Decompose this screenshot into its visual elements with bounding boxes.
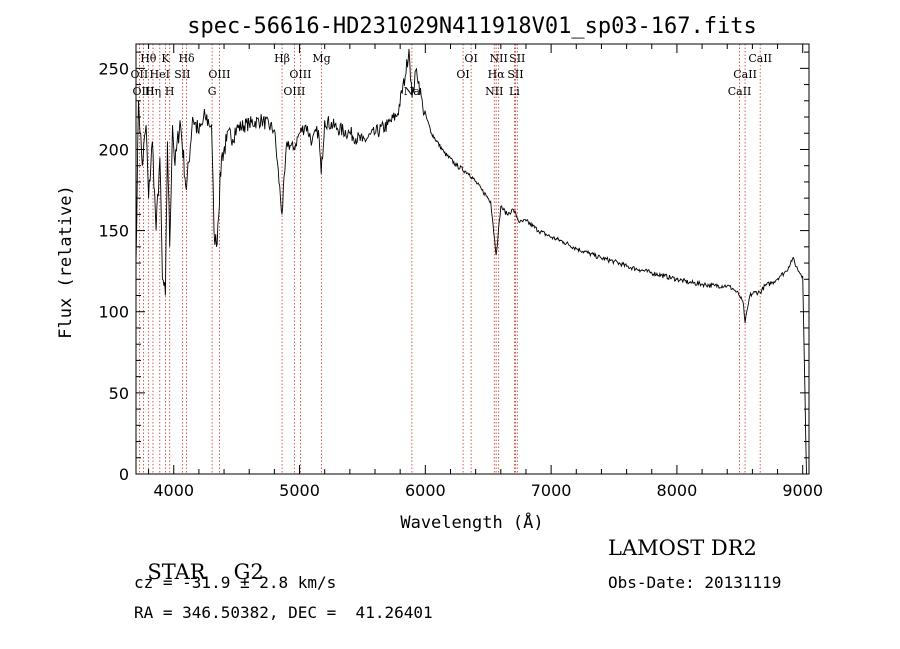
- x-tick-label: 9000: [782, 481, 823, 500]
- line-label: HeI: [150, 68, 170, 81]
- line-label: OIII: [208, 68, 230, 81]
- y-tick-label: 200: [98, 140, 129, 159]
- line-label: OIII: [283, 85, 305, 98]
- line-label: OIII: [289, 68, 311, 81]
- line-label: NII: [490, 52, 508, 65]
- line-label: Hη: [145, 85, 161, 98]
- survey-label: LAMOST DR2: [608, 536, 757, 560]
- spectral-subclass: G2: [233, 560, 264, 584]
- obs-date-text: Obs-Date: 20131119: [608, 573, 782, 592]
- line-label: Hθ: [140, 52, 157, 65]
- line-label: OI: [456, 68, 469, 81]
- axes: 4000 5000 6000 7000 8000 9000 0 50 100 150 200 250: [98, 43, 823, 500]
- line-label: OIII: [133, 85, 155, 98]
- line-label: CaII: [728, 85, 752, 98]
- y-tick-label: 100: [98, 303, 129, 322]
- line-label: Hδ: [178, 52, 195, 65]
- line-label: OII: [131, 68, 149, 81]
- y-axis-label: Flux (relative): [56, 185, 76, 339]
- x-axis-label: Wavelength (Å): [400, 511, 543, 533]
- line-label: G: [208, 85, 217, 98]
- line-label: Mg: [312, 52, 330, 65]
- line-label: NII: [485, 85, 503, 98]
- line-label: Hβ: [274, 52, 290, 65]
- line-label: SII: [509, 52, 525, 65]
- spectrum-line: [135, 48, 807, 475]
- line-label: OI: [464, 52, 477, 65]
- line-label: H: [165, 85, 175, 98]
- line-label: CaII: [733, 68, 757, 81]
- y-tick-label: 50: [109, 384, 129, 403]
- line-label: Hα: [488, 68, 506, 81]
- y-tick-label: 250: [98, 59, 129, 78]
- star-class-label: STAR G2: [134, 536, 264, 584]
- chart-title: spec-56616-HD231029N411918V01_sp03-167.f…: [187, 14, 757, 39]
- line-label: CaII: [748, 52, 772, 65]
- redshift-text: cz = -31.9 ± 2.8 km/s: [134, 573, 337, 592]
- x-tick-label: 6000: [405, 481, 446, 500]
- line-label: SII: [174, 68, 190, 81]
- series-layer: [135, 48, 807, 475]
- y-tick-label: 0: [119, 465, 129, 484]
- y-tick-label: 150: [98, 222, 129, 241]
- line-label: K: [161, 52, 170, 65]
- coordinates-text: RA = 346.50382, DEC = 41.26401: [134, 603, 433, 622]
- plot-frame: [135, 43, 810, 475]
- x-tick-label: 4000: [153, 481, 194, 500]
- line-label: Li: [509, 85, 520, 98]
- object-class: STAR: [147, 560, 206, 584]
- x-tick-label: 5000: [279, 481, 320, 500]
- line-label: SII: [507, 68, 523, 81]
- x-tick-label: 7000: [531, 481, 572, 500]
- x-tick-label: 8000: [657, 481, 698, 500]
